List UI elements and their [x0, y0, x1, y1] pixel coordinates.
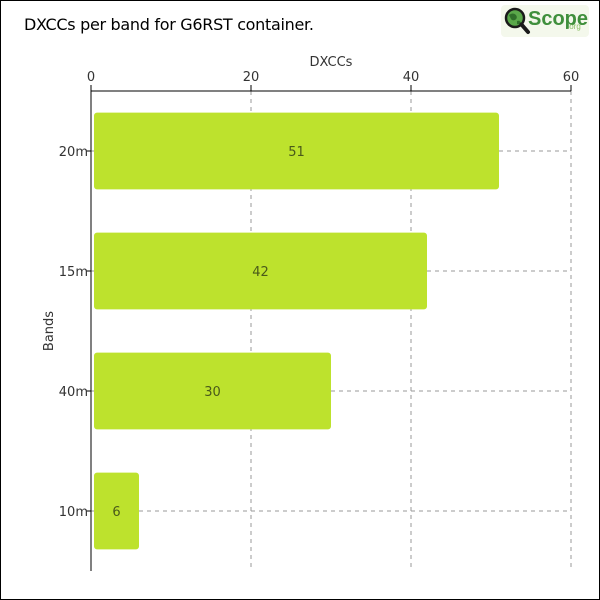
x-axis-title: DXCCs: [310, 55, 353, 70]
x-tick-label: 60: [563, 70, 580, 85]
logo-wordmark: Scope: [528, 8, 589, 30]
x-tick-label: 20: [243, 70, 260, 85]
y-axis-title: Bands: [42, 311, 57, 351]
logo-domain: .org: [567, 22, 581, 31]
bar-value-label: 30: [204, 385, 221, 400]
y-tick-label: 20m: [59, 145, 88, 160]
bar-value-label: 6: [112, 505, 120, 520]
bar-20m: [94, 112, 499, 190]
bar-40m: [94, 352, 331, 430]
bar-value-label: 42: [252, 265, 269, 280]
chart-title: DXCCs per band for G6RST container.: [24, 15, 314, 34]
x-tick-label: 0: [87, 70, 95, 85]
bar-15m: [94, 232, 427, 310]
magnifier-globe-icon: [504, 7, 530, 34]
bar-value-label: 51: [288, 145, 305, 160]
x-tick-label: 40: [403, 70, 420, 85]
y-tick-label: 40m: [59, 385, 88, 400]
qrzscope-logo[interactable]: Scope .org: [501, 5, 589, 37]
y-tick-label: 10m: [59, 505, 88, 520]
bar-10m: [94, 472, 139, 550]
y-tick-label: 15m: [59, 265, 88, 280]
